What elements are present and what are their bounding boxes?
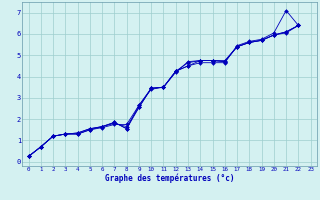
X-axis label: Graphe des températures (°c): Graphe des températures (°c) [105, 174, 234, 183]
